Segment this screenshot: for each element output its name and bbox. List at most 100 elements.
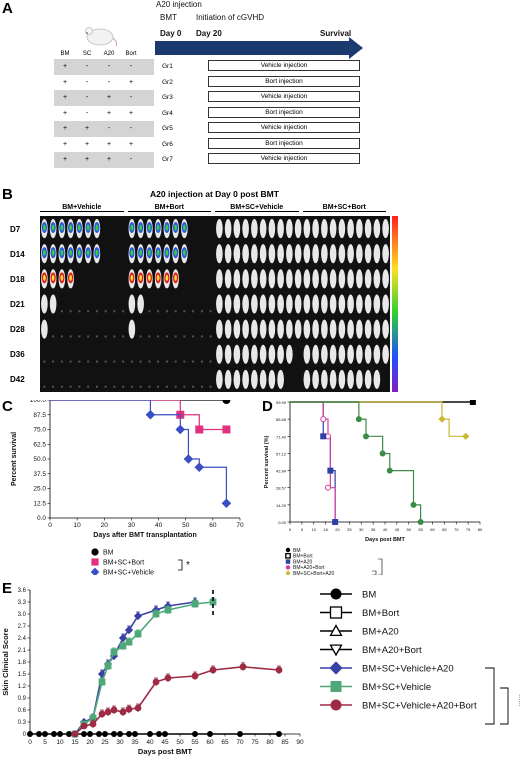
empty-slot xyxy=(174,335,177,338)
image-background xyxy=(40,216,390,392)
mouse-silhouette xyxy=(303,344,311,364)
luminescence-core xyxy=(69,224,72,231)
mouse-icon xyxy=(85,27,118,47)
x-tick-label: 60 xyxy=(206,739,214,746)
mouse-silhouette xyxy=(364,269,372,289)
empty-slot xyxy=(122,360,125,363)
empty-slot xyxy=(200,385,203,388)
mouse-silhouette xyxy=(216,344,223,364)
x-tick-label: 70 xyxy=(236,739,244,746)
empty-slot xyxy=(95,360,98,363)
mouse-silhouette xyxy=(268,319,276,339)
empty-slot xyxy=(174,385,177,388)
luminescence-scale-bar xyxy=(392,216,398,392)
injection-box: Bort injection xyxy=(208,106,360,118)
legend-marker xyxy=(91,548,99,556)
y-tick-label: 42.84 xyxy=(276,469,287,474)
empty-slot xyxy=(60,310,63,313)
group-table-cell: - xyxy=(107,125,111,133)
luminescence-core xyxy=(156,249,160,256)
empty-slot xyxy=(87,360,90,363)
imaging-day-label: D7 xyxy=(10,224,21,234)
mouse-silhouette xyxy=(303,269,311,289)
mouse-silhouette xyxy=(347,269,354,289)
empty-slot xyxy=(78,360,81,363)
legend-label: BM+SC+Vehicle xyxy=(362,682,431,693)
luminescence-core xyxy=(139,249,142,256)
group-label: Gr2 xyxy=(162,78,173,86)
mouse-silhouette xyxy=(277,219,284,239)
mouse-silhouette xyxy=(259,294,267,314)
mouse-silhouette xyxy=(259,369,267,389)
series-marker xyxy=(147,731,153,737)
imaging-day-label: D28 xyxy=(10,325,25,335)
mouse-silhouette xyxy=(224,219,232,239)
mouse-silhouette xyxy=(128,319,136,339)
luminescence-core xyxy=(95,224,99,231)
chart-d-survival: 0 5 10 15 20 25 30 35 40 45 50 55 60 65 70 75 80 0.00 14.2… xyxy=(264,400,483,575)
mouse-silhouette xyxy=(286,319,293,339)
series-marker xyxy=(134,704,142,712)
bmt-label: BMT xyxy=(160,13,177,22)
x-tick-label: 10 xyxy=(312,527,317,532)
series-marker xyxy=(152,610,160,618)
series-marker xyxy=(89,714,97,722)
y-tick-label: 3.6 xyxy=(18,588,27,594)
mouse-silhouette xyxy=(259,244,267,264)
mouse-silhouette xyxy=(294,269,302,289)
x-tick-label: 20 xyxy=(86,739,94,746)
mouse-silhouette xyxy=(329,344,337,364)
group-table-cell: + xyxy=(62,94,68,102)
mouse-silhouette xyxy=(242,294,249,314)
y-tick-label: 0.9 xyxy=(18,696,27,702)
luminescence-core xyxy=(78,249,81,256)
group-table-cell: + xyxy=(84,140,90,148)
luminescence-core xyxy=(183,224,186,231)
group-table-row: + + + - Gr7 xyxy=(54,152,173,168)
luminescence-core xyxy=(69,274,72,281)
mouse-silhouette xyxy=(224,269,232,289)
group-table-cell: + xyxy=(106,140,112,148)
mouse-silhouette xyxy=(373,344,381,364)
luminescence-core xyxy=(165,224,169,231)
x-tick-label: 15 xyxy=(323,527,328,532)
x-tick-label: 0 xyxy=(289,527,292,532)
series-marker xyxy=(57,731,63,737)
mouse-silhouette xyxy=(233,344,241,364)
series-marker xyxy=(462,432,470,440)
empty-slot xyxy=(192,310,195,313)
legend-label: BM+SC+Bort+A20 xyxy=(293,571,334,575)
empty-slot xyxy=(87,310,90,313)
legend-marker xyxy=(285,570,291,575)
x-tick-label: 5 xyxy=(301,527,304,532)
luminescence-core xyxy=(69,249,72,256)
significance-marker: *** xyxy=(513,694,520,708)
legend-marker xyxy=(285,547,291,553)
panel-letter-d: D xyxy=(262,398,273,415)
empty-slot xyxy=(87,385,90,388)
group-label: Gr3 xyxy=(162,94,173,102)
mouse-silhouette xyxy=(364,219,372,239)
group-table-cell: + xyxy=(106,94,112,102)
x-tick-label: 20 xyxy=(335,527,340,532)
empty-slot xyxy=(183,335,186,338)
luminescence-core xyxy=(148,224,151,231)
x-tick-label: 80 xyxy=(478,527,483,532)
mouse-silhouette xyxy=(329,219,337,239)
series-marker xyxy=(162,731,168,737)
day0-label: Day 0 xyxy=(160,29,182,38)
legend-label: BM+Bort xyxy=(293,554,313,560)
mouse-silhouette xyxy=(216,244,223,264)
mouse-silhouette xyxy=(373,294,381,314)
mouse-silhouette xyxy=(268,344,276,364)
y-tick-label: 62.5 xyxy=(33,441,46,448)
empty-slot xyxy=(139,335,142,338)
legend-label: BM+SC+Vehicle+A20+Bort xyxy=(362,701,477,712)
bioluminescence-image-grid xyxy=(40,216,398,392)
mouse-silhouette xyxy=(382,269,389,289)
legend-marker xyxy=(329,606,343,619)
mouse-silhouette xyxy=(321,369,328,389)
series-marker xyxy=(125,705,133,713)
mouse-silhouette xyxy=(356,244,363,264)
x-tick-label: 50 xyxy=(407,527,412,532)
